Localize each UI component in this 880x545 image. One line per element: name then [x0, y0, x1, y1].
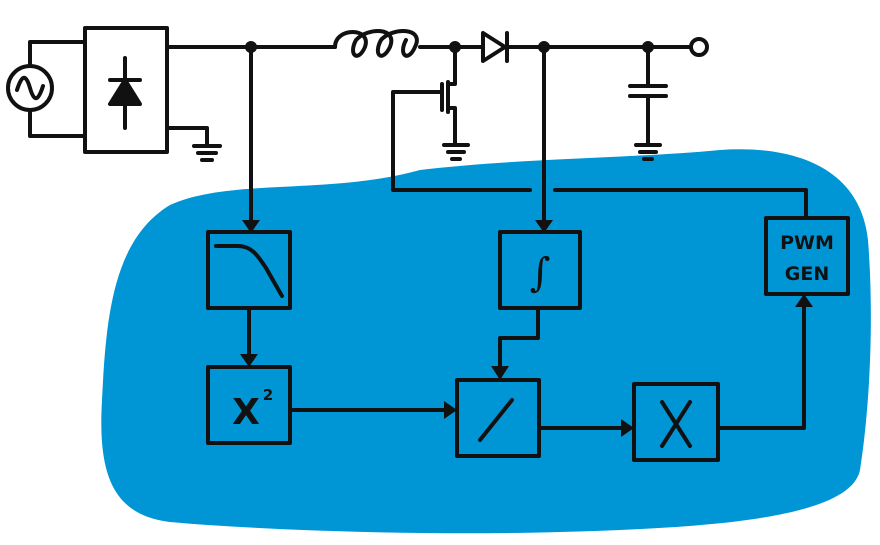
junction-dot — [642, 41, 654, 53]
output-capacitor-icon — [628, 45, 668, 147]
junction-dot — [245, 41, 257, 53]
control-region — [101, 149, 871, 534]
divide-slash-icon — [478, 398, 514, 442]
multiplier-to-pwm-wire — [716, 302, 806, 430]
arrowhead — [535, 220, 553, 233]
multiply-x-icon — [660, 400, 692, 448]
pwm-label-line2: GEN — [785, 263, 829, 285]
divider-block — [455, 378, 541, 458]
arrowhead — [240, 354, 258, 367]
diode-icon — [481, 31, 509, 63]
arrowhead — [621, 419, 634, 437]
pwm-feedback-wire — [553, 188, 808, 220]
ac-source-icon — [6, 64, 54, 112]
ac-source-wire — [28, 40, 87, 138]
bridge-rectifier-icon — [83, 26, 169, 154]
arrowhead — [795, 294, 813, 307]
rectifier-ground-wire — [165, 126, 209, 148]
junction-dot — [538, 41, 550, 53]
integrator-to-divider-wire — [498, 306, 540, 372]
ground-icon — [634, 143, 662, 161]
arrowhead — [242, 220, 260, 233]
arrowhead — [491, 366, 509, 380]
ground-icon — [442, 143, 470, 161]
ground-icon — [192, 144, 222, 162]
pwm-generator-block — [764, 216, 850, 296]
mosfet-switch-icon — [391, 45, 532, 192]
squarer-label: X — [232, 392, 260, 433]
pwm-label-line1: PWM — [780, 232, 834, 254]
low-pass-filter-icon — [214, 244, 284, 298]
junction-dot — [449, 41, 461, 53]
inductor-icon — [333, 28, 419, 58]
integral-icon: ∫ — [530, 250, 551, 296]
multiplier-block — [632, 382, 720, 462]
squarer-exponent: 2 — [263, 386, 273, 404]
arrowhead — [444, 401, 457, 419]
output-terminal-icon — [689, 37, 709, 57]
